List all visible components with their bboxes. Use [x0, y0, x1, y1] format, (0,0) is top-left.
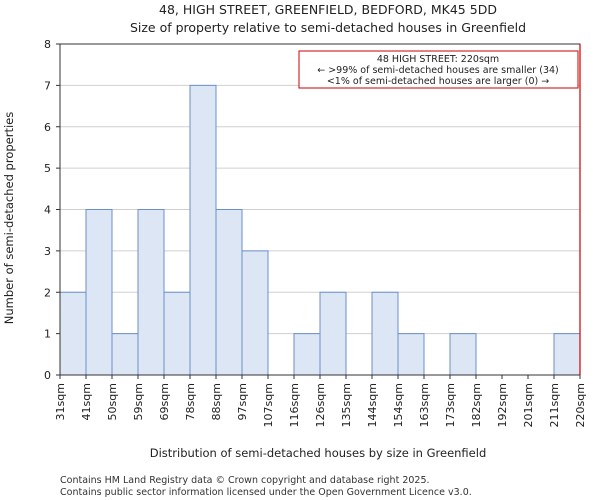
- x-tick-label: 163sqm: [418, 383, 431, 427]
- bar: [215, 209, 243, 376]
- x-ticks: 31sqm 41sqm 50sqm 59sqm 69sqm 78sqm 88sqm 97sqm…: [54, 375, 587, 427]
- x-tick-label: 201sqm: [522, 383, 535, 427]
- y-tick-label: 3: [44, 245, 51, 258]
- footer-line-1: Contains HM Land Registry data © Crown c…: [60, 475, 430, 486]
- footer-line-2: Contains public sector information licen…: [60, 487, 472, 498]
- annotation-line-3: <1% of semi-detached houses are larger (…: [327, 76, 549, 87]
- x-tick-label: 135sqm: [340, 383, 353, 427]
- annotation-line-1: 48 HIGH STREET: 220sqm: [377, 54, 499, 65]
- x-axis-label: Distribution of semi-detached houses by …: [150, 446, 487, 460]
- bar: [449, 333, 477, 376]
- x-tick-label: 192sqm: [496, 383, 509, 427]
- annotation-box: 48 HIGH STREET: 220sqm ← >99% of semi-de…: [298, 50, 579, 89]
- bar: [397, 333, 425, 376]
- y-tick-label: 0: [44, 369, 51, 382]
- x-tick-label: 69sqm: [158, 383, 171, 420]
- annotation-line-2: ← >99% of semi-detached houses are small…: [317, 65, 559, 76]
- bar: [371, 291, 399, 376]
- bars: [59, 84, 581, 376]
- y-tick-label: 2: [44, 286, 51, 299]
- x-tick-label: 173sqm: [444, 383, 457, 427]
- x-tick-label: 182sqm: [470, 383, 483, 427]
- y-ticks: 0 1 2 3 4 5 6 7 8: [44, 38, 60, 382]
- x-tick-label: 126sqm: [314, 383, 327, 427]
- x-tick-label: 220sqm: [574, 383, 587, 427]
- x-tick-label: 211sqm: [548, 383, 561, 427]
- bar: [319, 291, 347, 376]
- bar: [189, 84, 217, 376]
- bar: [163, 291, 191, 376]
- y-tick-label: 8: [44, 38, 51, 51]
- y-tick-label: 5: [44, 162, 51, 175]
- bar: [137, 209, 165, 376]
- chart-title: 48, HIGH STREET, GREENFIELD, BEDFORD, MK…: [159, 2, 497, 17]
- x-tick-label: 41sqm: [80, 383, 93, 420]
- bar: [85, 209, 113, 376]
- y-tick-label: 1: [44, 328, 51, 341]
- x-tick-label: 50sqm: [106, 383, 119, 420]
- x-tick-label: 59sqm: [132, 383, 145, 420]
- y-tick-label: 6: [44, 121, 51, 134]
- x-tick-label: 154sqm: [392, 383, 405, 427]
- x-tick-label: 31sqm: [54, 383, 67, 420]
- bar: [59, 291, 87, 376]
- y-tick-label: 7: [44, 79, 51, 92]
- x-tick-label: 78sqm: [184, 383, 197, 420]
- y-axis-label: Number of semi-detached properties: [2, 112, 16, 324]
- chart-subtitle: Size of property relative to semi-detach…: [130, 20, 526, 35]
- bar: [293, 333, 321, 376]
- x-tick-label: 116sqm: [288, 383, 301, 427]
- x-tick-label: 97sqm: [236, 383, 249, 420]
- bar: [111, 333, 139, 376]
- annotation-frame: [298, 50, 579, 89]
- x-tick-label: 107sqm: [262, 383, 275, 427]
- y-tick-label: 4: [44, 204, 51, 217]
- bar: [553, 333, 581, 376]
- bar: [241, 250, 269, 376]
- x-tick-label: 88sqm: [210, 383, 223, 420]
- x-tick-label: 144sqm: [366, 383, 379, 427]
